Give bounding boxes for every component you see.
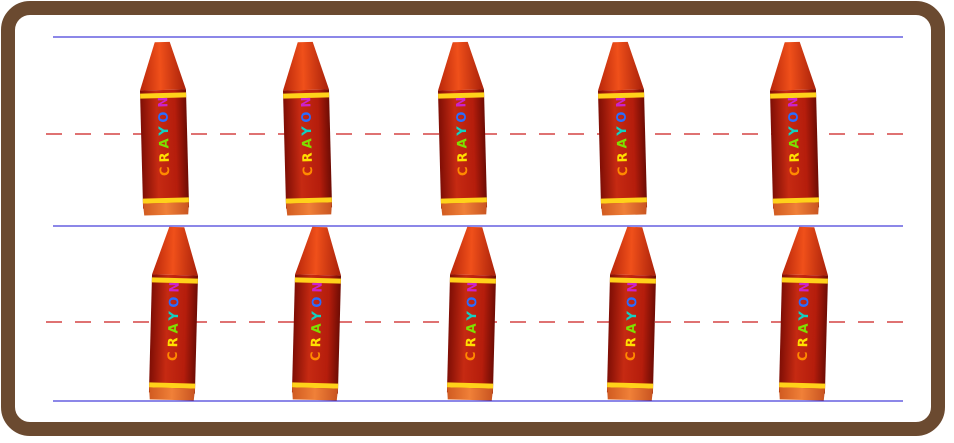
crayon-body: [148, 274, 199, 394]
crayon-body: [291, 274, 342, 394]
crayon: CRAYON: [606, 226, 657, 401]
crayon-base: [607, 387, 654, 401]
crayon-label: CRAYON: [464, 278, 481, 362]
crayon-top-band: [770, 92, 817, 99]
crayon-group: CRAYON CRAYON CRAYON CRAYON CRAYON CRAYON CRAY…: [139, 41, 829, 401]
crayon: CRAYON: [291, 226, 342, 401]
crayon-bottom-band: [149, 382, 196, 389]
crayon-label: CRAYON: [156, 93, 173, 177]
crayon-label: CRAYON: [309, 278, 326, 362]
crayon-tip: [139, 41, 186, 91]
crayon-top-band: [781, 277, 828, 284]
crayon-bottom-band: [440, 197, 487, 204]
crayon-bottom-band: [779, 382, 826, 389]
crayon-label: CRAYON: [166, 278, 183, 362]
crayon-base: [292, 387, 339, 401]
crayon-bottom-band: [142, 197, 189, 204]
crayon-bottom-band: [292, 382, 339, 389]
crayon: CRAYON: [437, 41, 488, 216]
crayon-top-band: [598, 92, 645, 99]
crayon-bottom-band: [285, 197, 332, 204]
crayon-label: CRAYON: [796, 278, 813, 362]
crayon-tip: [450, 226, 497, 276]
crayon-tip: [437, 41, 484, 91]
crayon-label: CRAYON: [299, 93, 316, 177]
crayon-base: [600, 202, 647, 216]
crayon-base: [149, 387, 196, 401]
crayon: CRAYON: [778, 226, 829, 401]
crayon-top-band: [283, 92, 330, 99]
crayon-body: [769, 89, 820, 209]
crayon-tip: [769, 41, 816, 91]
crayon-body: [446, 274, 497, 394]
crayon-top-band: [438, 92, 485, 99]
crayon: CRAYON: [139, 41, 190, 216]
crayon-tip: [282, 41, 329, 91]
crayon-top-band: [609, 277, 656, 284]
crayon-tip: [152, 226, 199, 276]
crayon-body: [606, 274, 657, 394]
crayon: CRAYON: [597, 41, 648, 216]
crayon-body: [778, 274, 829, 394]
crayon: CRAYON: [769, 41, 820, 216]
crayon-body: [597, 89, 648, 209]
crayon-base: [779, 387, 826, 401]
crayon-bottom-band: [447, 382, 494, 389]
crayon-base: [772, 202, 819, 216]
crayon-tip: [597, 41, 644, 91]
crayon-top-band: [140, 92, 187, 99]
crayon-body: [139, 89, 190, 209]
crayon-label: CRAYON: [454, 93, 471, 177]
crayon-top-band: [294, 277, 341, 284]
crayon-label: CRAYON: [624, 278, 641, 362]
crayon-base: [447, 387, 494, 401]
page-frame: [1, 1, 945, 436]
crayon-label: CRAYON: [786, 93, 803, 177]
crayon-tip: [782, 226, 829, 276]
crayon-base: [142, 202, 189, 216]
crayon-tip: [610, 226, 657, 276]
crayon: CRAYON: [148, 226, 199, 401]
crayon-base: [285, 202, 332, 216]
crayon-bottom-band: [600, 197, 647, 204]
crayon-bottom-band: [607, 382, 654, 389]
crayon: CRAYON: [282, 41, 333, 216]
crayon: CRAYON: [446, 226, 497, 401]
crayon-label: CRAYON: [614, 93, 631, 177]
crayon-tip: [295, 226, 342, 276]
crayon-top-band: [151, 277, 198, 284]
crayon-bottom-band: [772, 197, 819, 204]
crayon-body: [282, 89, 333, 209]
crayon-body: [437, 89, 488, 209]
crayon-base: [440, 202, 487, 216]
crayon-top-band: [449, 277, 496, 284]
